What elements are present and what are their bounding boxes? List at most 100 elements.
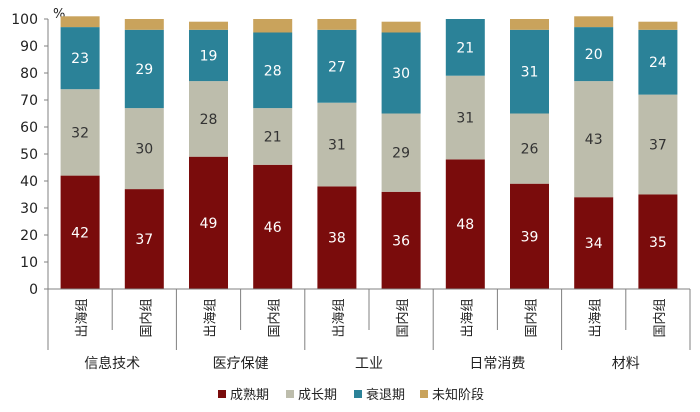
data-label: 29 [392,146,410,162]
y-tick-label: 80 [20,66,38,82]
data-label: 21 [456,40,474,56]
data-label: 28 [264,63,282,79]
legend-label: 成熟期 [230,387,269,403]
bar-segment [253,108,293,165]
x-group-label: 材料 [612,356,640,372]
bar-segment [124,29,164,109]
bar-segment [638,21,678,30]
x-group-label: 医疗保健 [213,356,269,372]
data-label: 36 [392,233,410,249]
bar-segment [317,29,357,103]
bar-segment [574,81,614,198]
y-tick-label: 20 [20,228,38,244]
bar-segment [189,156,228,289]
data-label: 38 [328,231,346,247]
x-bar-label: 国内组 [138,298,154,337]
y-tick-label: 90 [20,39,38,55]
y-tick-label: 30 [20,201,38,217]
bar-segment [638,29,678,95]
legend-swatch [354,390,362,398]
x-group-label: 工业 [355,356,383,372]
bar-segment [253,164,293,289]
legend-label: 成长期 [298,388,337,403]
x-bar-label: 出海组 [460,298,475,337]
bar-segment [253,32,293,109]
y-tick-label: 0 [29,282,38,298]
bar-segment [124,19,164,30]
bar-segment [510,113,549,184]
data-label: 27 [328,59,346,75]
x-bar-label: 出海组 [332,298,347,337]
data-label: 19 [200,48,218,64]
data-label: 24 [649,55,667,71]
bar-segment [189,81,228,157]
y-tick-label: 100 [11,12,38,28]
x-bar-label: 出海组 [589,298,604,337]
legend-swatch [286,390,294,398]
legend-swatch [218,390,226,398]
bar-segment [445,159,485,289]
y-tick-label: 10 [20,255,38,271]
bar-segment [60,27,100,90]
data-label: 31 [456,111,474,127]
data-label: 21 [264,129,282,145]
data-label: 32 [71,125,89,141]
legend-swatch [420,390,428,398]
data-label: 20 [585,47,603,63]
x-bar-label: 国内组 [267,298,283,337]
legend-label: 衰退期 [366,387,405,403]
x-bar-label: 国内组 [524,298,540,337]
bar-segment [60,16,100,28]
bar-segment [124,189,164,289]
data-label: 23 [71,51,89,67]
bar-segment [60,89,100,176]
bar-segment [510,19,549,30]
bar-segment [381,21,421,33]
bar-segment [574,197,614,289]
data-label: 30 [135,142,153,158]
data-label: 30 [392,66,410,82]
bar-segment [381,32,421,114]
bar-segment [253,19,293,33]
x-group-label: 日常消费 [469,356,525,372]
bar-segment [445,19,485,76]
x-bar-label: 出海组 [75,298,90,337]
bar-segment [638,94,678,195]
data-label: 49 [200,216,218,232]
data-label: 34 [585,236,603,252]
x-bar-label: 国内组 [652,298,668,337]
bar-segment [124,108,164,190]
data-label: 28 [200,112,218,128]
legend-label: 未知阶段 [432,387,484,403]
y-tick-label: 70 [20,93,38,109]
data-label: 37 [135,232,153,248]
bar-segment [445,75,485,160]
data-label: 35 [649,235,667,251]
x-bar-label: 国内组 [395,298,411,337]
y-tick-label: 40 [20,174,38,190]
y-tick-label: 50 [20,147,38,163]
bar-segment [638,194,678,289]
data-label: 29 [135,62,153,78]
y-tick-label: 60 [20,120,38,136]
bar-segment [381,113,421,192]
x-group-label: 信息技术 [84,355,140,372]
bar-segment [189,21,228,30]
data-label: 26 [521,142,539,158]
data-label: 42 [71,225,89,241]
data-label: 46 [264,220,282,236]
data-label: 39 [521,229,539,245]
bar-segment [574,27,614,82]
data-label: 48 [456,217,474,233]
bar-segment [317,102,357,187]
bar-segment [189,29,228,82]
bar-segment [317,186,357,289]
data-label: 43 [585,132,603,148]
bar-segment [510,29,549,114]
bar-segment [317,19,357,30]
bar-segment [510,183,549,289]
data-label: 31 [328,138,346,154]
bar-segment [381,191,421,289]
